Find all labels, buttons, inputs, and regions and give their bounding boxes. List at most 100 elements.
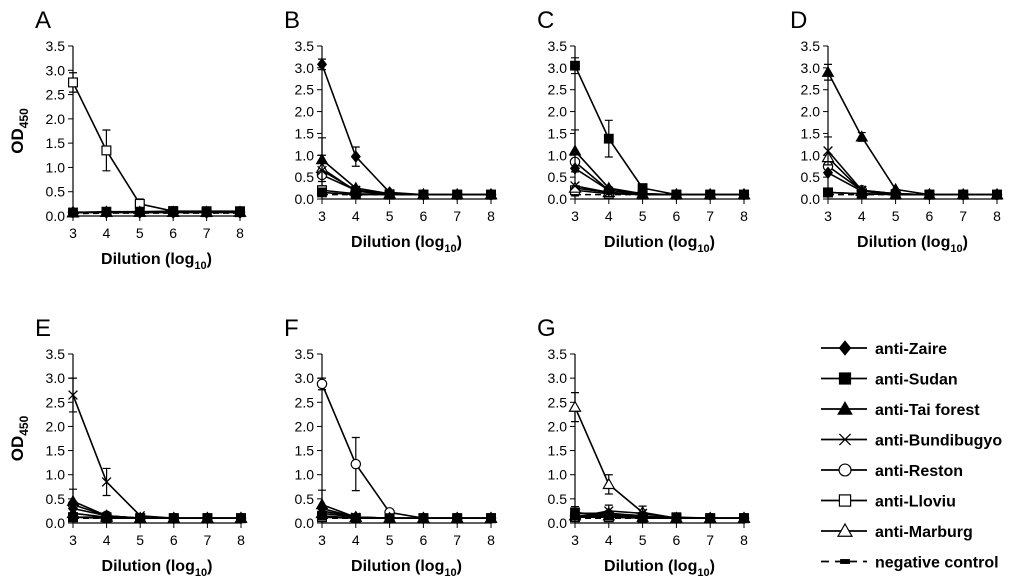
y-axis-label: OD450 — [8, 415, 31, 461]
x-tick-label: 7 — [204, 532, 212, 548]
x-tick-label: 4 — [352, 532, 360, 548]
series-line — [574, 150, 744, 196]
data-point — [452, 188, 463, 201]
series-line — [827, 172, 997, 196]
data-point — [350, 458, 362, 470]
data-point — [603, 133, 614, 144]
x-tick-label: 6 — [169, 225, 177, 241]
data-point — [602, 477, 616, 490]
x-tick-label: 6 — [170, 532, 178, 548]
data-point — [235, 511, 247, 525]
data-point — [570, 181, 580, 191]
x-axis-label: Dilution (log10) — [101, 251, 212, 272]
y-tick-label: 2.0 — [295, 104, 315, 120]
series-anti-reston — [316, 377, 497, 524]
y-tick-label: 0.0 — [295, 515, 315, 531]
y-tick-label: 0.0 — [46, 208, 66, 224]
legend-label: negative control — [875, 555, 999, 572]
y-tick-label: 2.5 — [295, 82, 315, 98]
x-tick-label: 8 — [487, 532, 495, 548]
y-tick-label: 0.5 — [46, 184, 66, 200]
data-point — [671, 188, 682, 201]
x-tick-label: 8 — [740, 208, 748, 224]
data-point — [569, 162, 581, 175]
y-axis-label: OD450 — [8, 108, 31, 154]
y-tick-label: 3.0 — [548, 370, 568, 386]
data-point — [890, 187, 901, 201]
legend-item-anti-bundibugyo: anti-Bundibugyo — [821, 433, 1002, 450]
y-tick-label: 3.0 — [46, 370, 66, 386]
data-point — [823, 146, 833, 156]
series-anti-bundibugyo — [68, 377, 246, 524]
y-tick-label: 1.5 — [548, 443, 568, 459]
panel-a: A 0.0 0.5 1.0 1.5 2.0 2.5 3.0 3.5 3 4 5 6 7 8 Dilution … — [8, 7, 247, 272]
legend-marker — [837, 400, 853, 415]
y-tick-label: 1.5 — [46, 135, 66, 151]
data-point — [485, 188, 497, 201]
y-tick-label: 2.0 — [548, 418, 568, 434]
y-tick-label: 0.5 — [295, 491, 315, 507]
data-point — [568, 400, 582, 412]
x-axis-label: Dilution (log10) — [351, 558, 462, 579]
y-tick-label: 3.5 — [46, 346, 66, 362]
data-point — [603, 507, 614, 520]
y-tick-label: 2.5 — [548, 82, 568, 98]
y-tick-label: 2.0 — [46, 111, 66, 127]
x-tick-label: 5 — [136, 532, 144, 548]
data-point — [316, 58, 328, 71]
legend: anti-Zaire anti-Sudan anti-Tai forest anti-… — [821, 340, 1002, 572]
y-tick-label: 1.5 — [295, 125, 315, 141]
data-point — [568, 181, 582, 193]
legend-item-anti-lloviu: anti-Lloviu — [821, 494, 956, 511]
data-point — [101, 145, 112, 156]
y-tick-label: 2.0 — [548, 104, 568, 120]
data-point — [637, 187, 648, 201]
y-tick-label: 0.5 — [548, 169, 568, 185]
legend-item-anti-tai-forest: anti-Tai forest — [821, 400, 980, 419]
data-point — [738, 511, 750, 525]
series-line — [827, 150, 997, 196]
x-tick-label: 5 — [639, 208, 647, 224]
data-point — [569, 507, 581, 520]
series-anti-lloviu — [569, 185, 749, 200]
y-tick-label: 2.0 — [801, 104, 821, 120]
y-tick-label: 1.0 — [801, 147, 821, 163]
series-line — [72, 82, 240, 213]
chart-panels: A 0.0 0.5 1.0 1.5 2.0 2.5 3.0 3.5 3 4 5 6 7 8 Dilution … — [8, 7, 1004, 579]
series-anti-sudan — [570, 57, 749, 200]
x-tick-label: 4 — [103, 532, 111, 548]
y-tick-label: 2.5 — [548, 394, 568, 410]
data-point — [316, 378, 328, 390]
data-point — [350, 510, 361, 524]
y-tick-label: 0.0 — [801, 191, 821, 207]
series-anti-lloviu — [317, 185, 497, 200]
y-tick-label: 1.0 — [46, 159, 66, 175]
legend-marker — [840, 559, 850, 564]
data-point — [350, 189, 361, 200]
legend-marker — [836, 522, 854, 537]
y-tick-label: 0.0 — [548, 515, 568, 531]
series-anti-bundibugyo — [570, 181, 749, 200]
data-point — [603, 183, 614, 197]
panel-letter: D — [790, 7, 807, 34]
series-anti-zaire — [569, 162, 750, 201]
series-line — [321, 159, 491, 196]
x-tick-label: 8 — [236, 225, 244, 241]
data-point — [202, 511, 213, 525]
x-tick-label: 7 — [453, 532, 461, 548]
y-tick-label: 3.5 — [46, 38, 66, 54]
data-point — [67, 502, 79, 515]
series-line — [827, 156, 997, 196]
series-anti-zaire — [316, 502, 497, 525]
legend-item-anti-marburg: anti-Marburg — [821, 522, 973, 541]
x-tick-label: 3 — [69, 225, 77, 241]
y-tick-label: 1.5 — [295, 443, 315, 459]
data-point — [821, 65, 835, 77]
y-tick-label: 1.5 — [801, 125, 821, 141]
panel-c: C 0.0 0.5 1.0 1.5 2.0 2.5 3.0 3.5 3 4 5 6 7 8 Dilution … — [537, 7, 751, 255]
data-point — [316, 502, 328, 515]
legend-marker — [838, 372, 852, 385]
series-line — [321, 383, 491, 519]
data-point — [68, 390, 78, 400]
